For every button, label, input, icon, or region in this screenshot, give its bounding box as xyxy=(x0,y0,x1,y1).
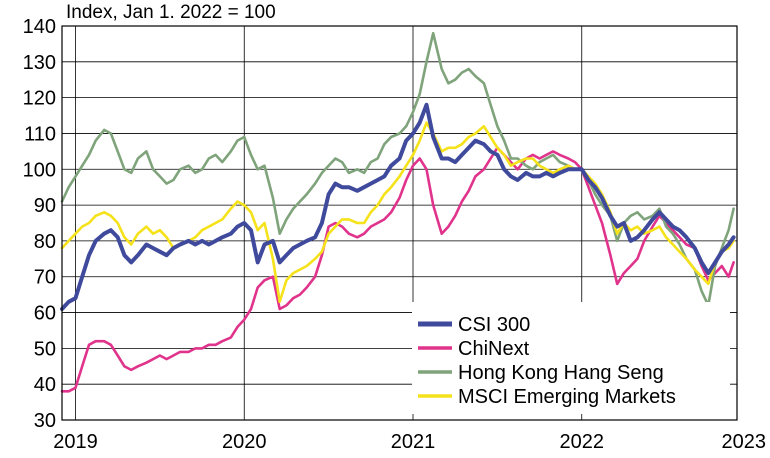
legend-label: CSI 300 xyxy=(458,314,530,336)
series-line-chinext xyxy=(60,146,735,393)
legend-label: ChiNext xyxy=(458,338,530,360)
legend-background xyxy=(412,302,730,414)
series-layer xyxy=(60,31,736,393)
y-tick-label: 100 xyxy=(23,159,56,181)
y-tick-label: 50 xyxy=(34,338,56,360)
y-tick-label: 120 xyxy=(23,88,56,110)
y-tick-label: 110 xyxy=(24,123,56,145)
y-axis: 30 40 50 60 70 80 90 100 110 120 130 140 xyxy=(23,16,56,432)
x-tick-label: 2022 xyxy=(560,431,605,453)
series-line-csi-300 xyxy=(60,102,736,311)
legend-label: Hong Kong Hang Seng xyxy=(458,362,664,384)
y-axis-label: Index, Jan 1. 2022 = 100 xyxy=(66,2,276,23)
y-tick-label: 130 xyxy=(23,52,56,74)
y-tick-label: 70 xyxy=(34,267,56,289)
y-tick-label: 90 xyxy=(34,195,56,217)
y-tick-label: 40 xyxy=(34,374,56,396)
x-tick-label: 2021 xyxy=(391,431,436,453)
y-tick-label: 30 xyxy=(34,410,56,432)
y-tick-label: 80 xyxy=(34,231,56,253)
series-line-msci-emerging-markets xyxy=(60,121,735,304)
x-axis: 2019 2020 2021 2022 2023 xyxy=(53,431,766,453)
x-tick-label: 2020 xyxy=(222,431,267,453)
y-tick-label: 140 xyxy=(23,16,56,38)
x-tick-label: 2023 xyxy=(722,431,767,453)
legend-label: MSCI Emerging Markets xyxy=(458,386,676,408)
y-tick-label: 60 xyxy=(34,303,56,325)
x-tick-label: 2019 xyxy=(53,431,98,453)
plot-frame xyxy=(61,25,738,421)
